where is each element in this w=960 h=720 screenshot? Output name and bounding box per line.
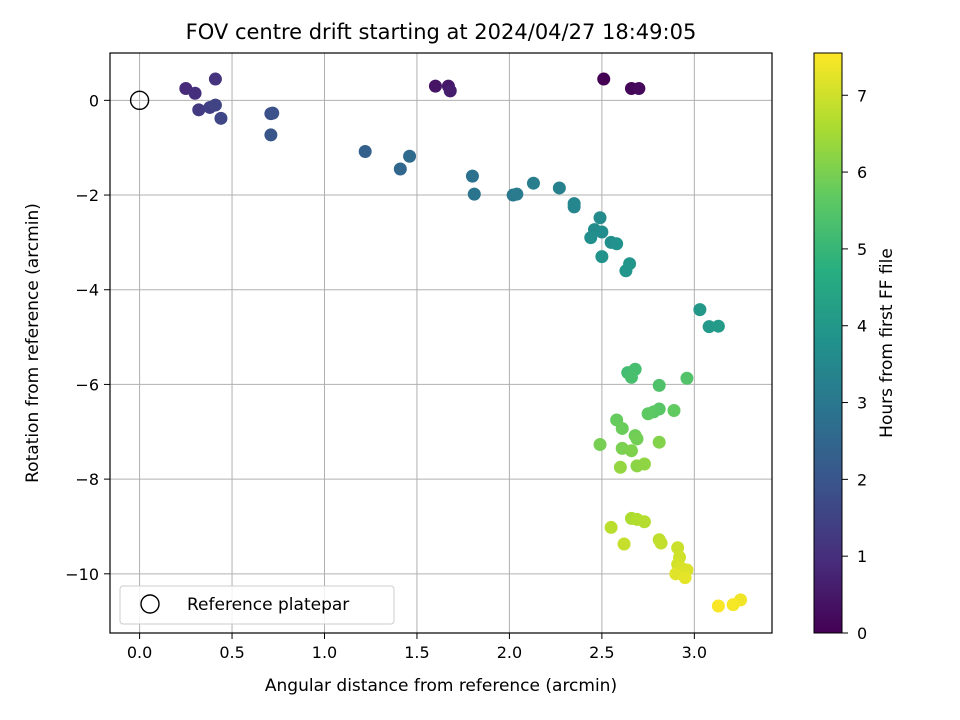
colorbar: 0 1 2 3 4 5 6 7 Hours from first FF file — [813, 52, 897, 643]
scatter-point — [567, 200, 581, 214]
scatter-point — [654, 536, 668, 550]
scatter-point — [617, 537, 631, 551]
scatter-point — [358, 144, 372, 158]
scatter-point — [641, 407, 655, 421]
scatter-point — [597, 72, 611, 86]
scatter-point — [443, 84, 457, 98]
y-tick-label: −10 — [65, 565, 99, 584]
colorbar-label: Hours from first FF file — [877, 248, 897, 438]
scatter-point — [624, 370, 638, 384]
scatter-point — [595, 250, 609, 264]
scatter-point — [624, 444, 638, 458]
y-tick-label: −2 — [75, 186, 99, 205]
colorbar-tick-label: 7 — [857, 86, 867, 105]
scatter-point — [266, 106, 280, 120]
scatter-point — [188, 86, 202, 100]
scatter-point — [610, 237, 624, 251]
x-tick-label: 2.0 — [497, 643, 522, 662]
scatter-point — [678, 571, 692, 585]
scatter-point — [526, 176, 540, 190]
scatter-point — [428, 79, 442, 93]
legend-box — [119, 585, 395, 625]
scatter-point — [467, 187, 481, 201]
legend-label: Reference platepar — [187, 595, 349, 615]
x-tick-label: 1.5 — [404, 643, 429, 662]
scatter-point — [510, 187, 524, 201]
colorbar-tick-label: 6 — [857, 163, 867, 182]
scatter-point — [619, 264, 633, 278]
y-tick-label: −8 — [75, 470, 99, 489]
scatter-point — [584, 231, 598, 245]
colorbar-tick-label: 3 — [857, 394, 867, 413]
scatter-point — [604, 520, 618, 534]
x-tick-label: 2.5 — [589, 643, 614, 662]
colorbar-tick-label: 5 — [857, 240, 867, 259]
scatter-point — [667, 403, 681, 417]
scatter-point — [711, 319, 725, 333]
scatter-point — [393, 162, 407, 176]
y-tick-label: −4 — [75, 281, 99, 300]
scatter-point — [403, 149, 417, 163]
scatter-point — [593, 438, 607, 452]
y-tick-label: 0 — [89, 91, 99, 110]
legend-marker — [140, 594, 160, 614]
scatter-point — [208, 98, 222, 112]
scatter-point — [552, 181, 566, 195]
x-tick-label: 1.0 — [312, 643, 337, 662]
scatter-point — [726, 598, 740, 612]
x-axis-label: Angular distance from reference (arcmin) — [265, 676, 617, 696]
scatter-point — [711, 599, 725, 613]
scatter-point — [264, 128, 278, 142]
colorbar-tick-label: 2 — [857, 470, 867, 489]
scatter-point — [630, 432, 644, 446]
scatter-point — [652, 378, 666, 392]
colorbar-tick-label: 1 — [857, 547, 867, 566]
x-tick-label: 3.0 — [682, 643, 707, 662]
scatter-points — [179, 72, 748, 613]
scatter-point — [214, 111, 228, 125]
scatter-point — [632, 82, 646, 96]
scatter-point — [637, 515, 651, 529]
scatter-point — [680, 371, 694, 385]
chart-title: FOV centre drift starting at 2024/04/27 … — [186, 20, 697, 44]
colorbar-ticks: 0 1 2 3 4 5 6 7 — [842, 86, 867, 643]
scatter-point — [208, 72, 222, 86]
scatter-point — [192, 103, 206, 117]
scatter-point — [593, 211, 607, 225]
colorbar-gradient — [813, 52, 843, 634]
scatter-point — [613, 460, 627, 474]
scatter-point — [652, 435, 666, 449]
plot-area-frame — [109, 52, 773, 634]
legend: Reference platepar — [119, 585, 395, 625]
scatter-point — [465, 169, 479, 183]
y-tick-label: −6 — [75, 375, 99, 394]
scatter-point — [615, 421, 629, 435]
reference-platepar-marker — [129, 90, 150, 111]
colorbar-tick-label: 4 — [857, 317, 867, 336]
scatter-point — [702, 320, 716, 334]
scatter-point — [595, 225, 609, 239]
x-tick-label: 0.0 — [127, 643, 152, 662]
axis-ticks: 0.0 0.5 1.0 1.5 2.0 2.5 3.0 0 −2 −4 −6 −8 −10 — [65, 91, 707, 662]
scatter-point — [693, 303, 707, 317]
colorbar-tick-label: 0 — [857, 624, 867, 643]
y-axis-label: Rotation from reference (arcmin) — [23, 203, 43, 483]
x-tick-label: 0.5 — [219, 643, 244, 662]
scatter-point — [637, 457, 651, 471]
